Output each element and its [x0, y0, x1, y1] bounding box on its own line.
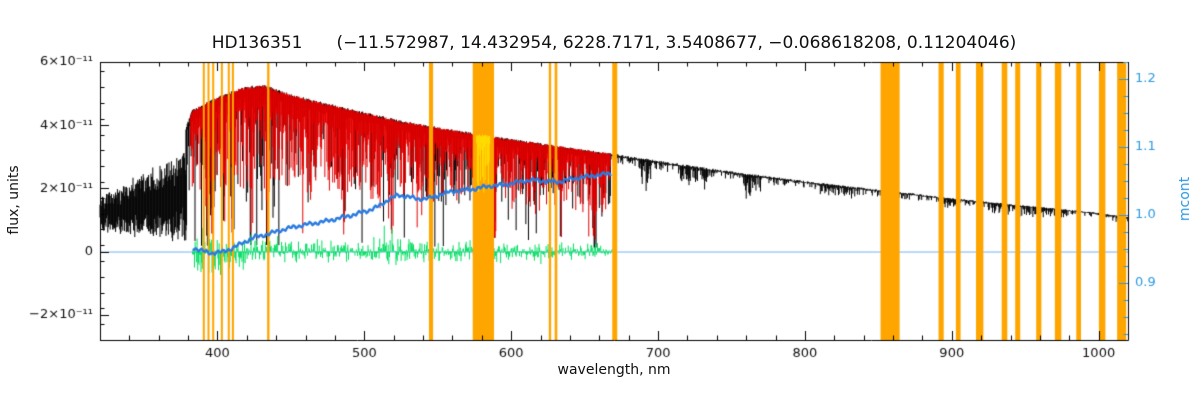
y-axis-label-left: flux, units: [6, 165, 22, 235]
x-axis-label: wavelength, nm: [557, 362, 671, 378]
plot-title: HD136351 (−11.572987, 14.432954, 6228.717…: [100, 33, 1128, 53]
star-name: HD136351: [211, 33, 303, 53]
fit-parameters: (−11.572987, 14.432954, 6228.7171, 3.540…: [336, 33, 1017, 53]
y-axis-label-right: mcont: [1177, 176, 1193, 222]
